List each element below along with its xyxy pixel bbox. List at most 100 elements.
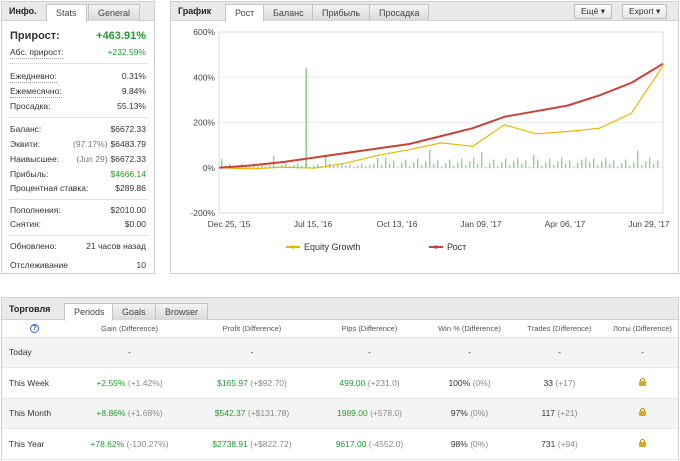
volume-bar (593, 158, 595, 168)
volume-bar (429, 149, 431, 168)
volume-bar (469, 161, 471, 168)
pips-value: 9617.00 (335, 438, 367, 449)
volume-bar (325, 157, 327, 168)
trades-cell: 33 (+17) (512, 367, 607, 399)
tab-browser[interactable]: Browser (155, 303, 209, 320)
lots-value: - (641, 347, 644, 358)
profit-diff: (+$131.78) (247, 408, 290, 419)
header-profit[interactable]: Profit (Difference) (192, 320, 312, 338)
gain-cell: +2.55% (+1.42%) (67, 367, 192, 399)
more-button[interactable]: Ещё ▾ (574, 4, 613, 19)
volume-bar (501, 162, 503, 168)
volume-bar (373, 163, 375, 168)
drawdown-label: Просадка: (10, 101, 51, 111)
volume-bar (517, 157, 519, 168)
header-lots[interactable]: Лоты (Difference) (607, 320, 678, 338)
header-gain[interactable]: Gain (Difference) (67, 320, 192, 338)
volume-bar (257, 165, 259, 168)
trading-title: Торговля (9, 304, 51, 314)
gain-row: Прирост: +463.91% (10, 30, 146, 42)
legend-label: Equity Growth (304, 242, 361, 252)
pips-value: - (368, 347, 371, 358)
trades-diff: (+17) (555, 377, 576, 388)
volume-bar (409, 165, 411, 168)
volume-bar (489, 163, 491, 168)
win-value: 98% (450, 438, 468, 449)
tab-drawdown[interactable]: Просадка (369, 4, 430, 21)
tab-growth[interactable]: Рост (225, 4, 265, 22)
volume-bar (345, 165, 347, 168)
equity-value: $6483.79 (110, 139, 146, 149)
gain-cell: - (67, 337, 192, 368)
tab-periods[interactable]: Periods (64, 303, 115, 321)
updated-label: Обновлено: (10, 241, 57, 251)
volume-bar (565, 164, 567, 168)
lots-cell (607, 398, 678, 429)
volume-bar (545, 162, 547, 168)
tab-goals[interactable]: Goals (112, 303, 156, 320)
profit-label: Прибыль: (10, 169, 49, 179)
monthly-row: Ежемесячно: 9.84% (10, 85, 146, 98)
trades-diff: (+21) (557, 408, 578, 419)
profit-cell: $165.97 (+$92.70) (192, 367, 312, 399)
period-name: Today (9, 347, 32, 358)
lock-icon[interactable] (639, 408, 646, 417)
volume-bar (357, 165, 359, 168)
deposits-row: Пополнения: $2010.00 (10, 204, 146, 216)
volume-bar (365, 166, 367, 168)
highest-date: (Jun 29) (76, 154, 108, 164)
volume-bar (497, 165, 499, 168)
volume-bar (533, 155, 535, 168)
win-cell: - (427, 337, 512, 368)
interest-row: Процентная ставка: $289.86 (10, 182, 146, 194)
info-tabbar: Инфо. Stats General (2, 2, 154, 22)
period-cell: This Year (2, 428, 67, 460)
tracking-value: 10 (136, 260, 146, 270)
lock-icon[interactable] (639, 377, 646, 386)
plot-area (218, 31, 664, 214)
chart-title: График (178, 6, 212, 16)
volume-bar (405, 159, 407, 168)
tab-profit[interactable]: Прибыль (312, 4, 371, 21)
tab-stats[interactable]: Stats (46, 4, 87, 22)
header-pips[interactable]: Pips (Difference) (312, 320, 427, 338)
volume-bar (245, 166, 247, 168)
legend-label: Рост (447, 242, 466, 252)
trades-value: - (558, 347, 561, 358)
abs-gain-row: Абс. прирост: +232.59% (10, 46, 146, 59)
volume-bar (229, 163, 231, 168)
info-title: Инфо. (9, 6, 37, 16)
period-cell: This Week (2, 367, 67, 399)
balance-row: Баланс: $6672.33 (10, 123, 146, 135)
volume-bar (641, 164, 643, 168)
volume-bar (625, 159, 627, 168)
abs-gain-label[interactable]: Абс. прирост: (10, 47, 64, 59)
daily-label[interactable]: Ежедневно: (10, 71, 57, 83)
growth-chart: 600% 400% 200% 0% -200%Dec 25, '15 Jul 15, '1… (190, 27, 670, 252)
tab-balance[interactable]: Баланс (263, 4, 314, 21)
profit-value: $4666.14 (110, 169, 146, 179)
info-icon[interactable]: ? (30, 324, 39, 334)
gain-label: Прирост: (10, 30, 60, 42)
monthly-label[interactable]: Ежемесячно: (10, 86, 62, 98)
header-trades[interactable]: Trades (Difference) (512, 320, 607, 338)
y-tick-label: 0% (203, 163, 216, 173)
chart-tabbar: График Рост Баланс Прибыль Просадка Ещё … (171, 2, 678, 22)
pips-cell: - (312, 337, 427, 368)
volume-bar (637, 150, 639, 168)
profit-cell: $542.37 (+$131.78) (192, 398, 312, 429)
lock-icon[interactable] (639, 438, 646, 447)
volume-bar (457, 162, 459, 168)
export-button[interactable]: Export ▾ (622, 4, 668, 19)
volume-bar (285, 163, 287, 168)
tab-general[interactable]: General (88, 4, 141, 21)
withdrawals-row: Снятия: $0.00 (10, 218, 146, 230)
header-win[interactable]: Win % (Difference) (427, 320, 512, 338)
y-tick-label: -200% (190, 208, 215, 218)
volume-bar (473, 157, 475, 168)
divider (8, 199, 148, 200)
volume-bar (541, 165, 543, 168)
drawdown-value: 55.13% (117, 101, 146, 111)
highest-label: Наивысшее: (10, 154, 60, 164)
volume-bar (561, 157, 563, 168)
